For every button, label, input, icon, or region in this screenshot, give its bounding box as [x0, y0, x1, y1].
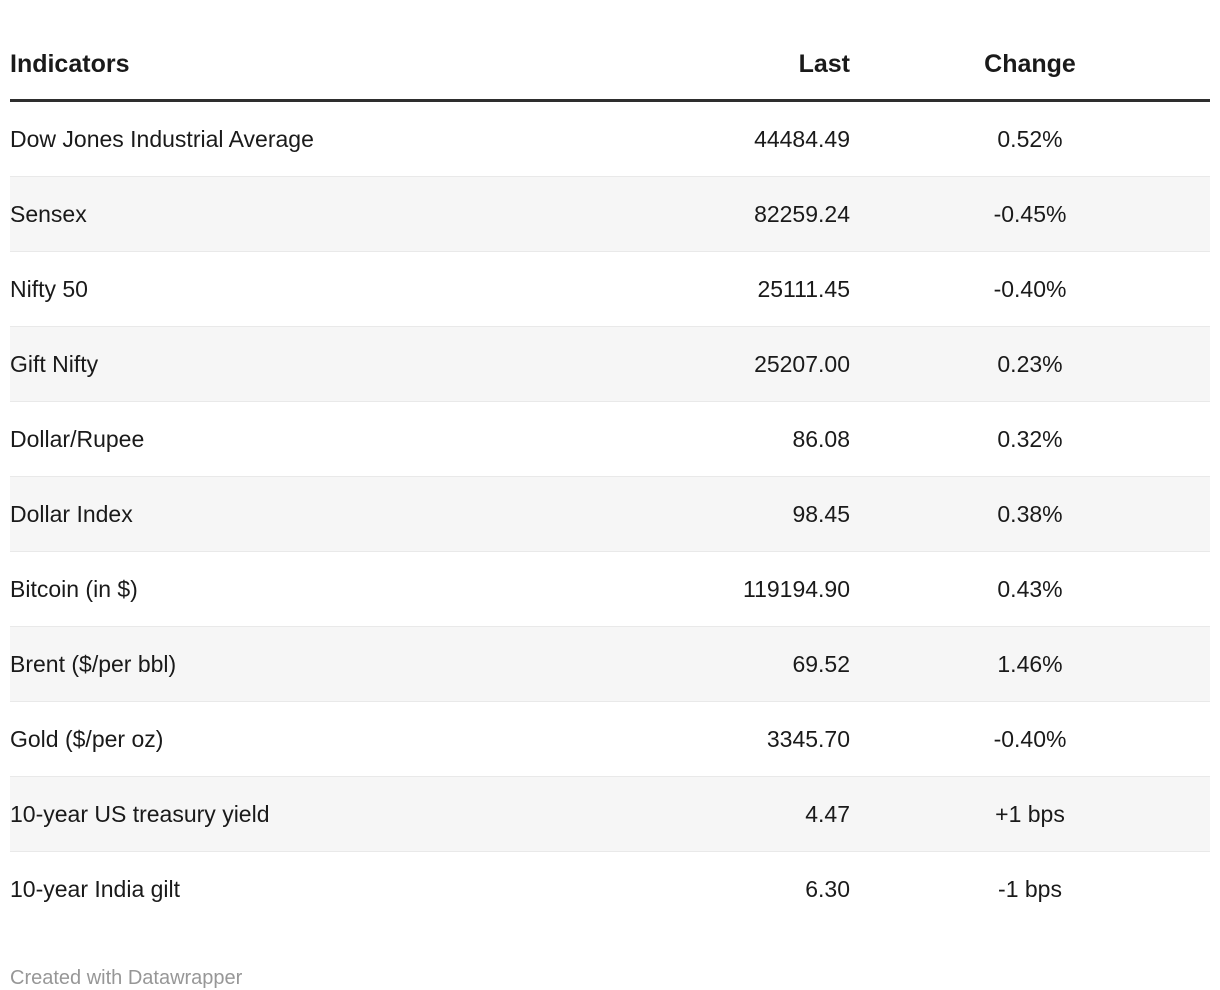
column-header-indicators: Indicators	[10, 49, 130, 78]
cell-indicator: Brent ($/per bbl)	[10, 626, 600, 702]
cell-last: 25111.45	[757, 275, 850, 302]
table-row: Dollar/Rupee 86.08 0.32%	[10, 402, 1210, 477]
cell-indicator: Sensex	[10, 176, 600, 252]
column-header-change: Change	[984, 49, 1076, 78]
cell-change: +1 bps	[850, 776, 1210, 852]
cell-last: 44484.49	[754, 125, 850, 152]
table-row: Bitcoin (in $) 119194.90 0.43%	[10, 552, 1210, 627]
cell-last: 69.52	[600, 626, 850, 702]
table-body: Dow Jones Industrial Average 44484.49 0.52…	[10, 101, 1210, 927]
table-row: Dow Jones Industrial Average 44484.49 0.52…	[10, 101, 1210, 177]
table-row: Gift Nifty 25207.00 0.23%	[10, 326, 1210, 402]
table-header: Indicators Last Change	[10, 29, 1210, 101]
cell-indicator: Nifty 50	[10, 275, 88, 302]
header-row: Indicators Last Change	[10, 29, 1210, 101]
cell-indicator: Gift Nifty	[10, 326, 600, 402]
cell-change: 0.32%	[997, 425, 1063, 452]
column-header-last: Last	[798, 49, 850, 78]
table-row: 10-year India gilt 6.30 -1 bps	[10, 852, 1210, 927]
table-row: Gold ($/per oz) 3345.70 -0.40%	[10, 702, 1210, 777]
cell-change: 0.38%	[850, 476, 1210, 552]
cell-indicator: 10-year India gilt	[10, 875, 181, 902]
cell-change: -0.40%	[993, 725, 1067, 752]
cell-change: -0.40%	[993, 275, 1067, 302]
cell-last: 119194.90	[742, 575, 850, 602]
cell-last: 4.47	[600, 776, 850, 852]
cell-change: 0.23%	[850, 326, 1210, 402]
cell-last: 25207.00	[600, 326, 850, 402]
cell-indicator: Gold ($/per oz)	[10, 725, 164, 752]
table-row: Nifty 50 25111.45 -0.40%	[10, 252, 1210, 327]
cell-last: 6.30	[805, 875, 850, 902]
cell-indicator: Bitcoin (in $)	[10, 575, 138, 602]
cell-change: 0.52%	[997, 125, 1063, 152]
cell-change: 1.46%	[850, 626, 1210, 702]
indicators-table: Indicators Last Change Dow Jones Industr…	[10, 29, 1210, 926]
table-row: Dollar Index 98.45 0.38%	[10, 476, 1210, 552]
cell-last: 86.08	[792, 425, 850, 452]
table-row: Sensex 82259.24 -0.45%	[10, 176, 1210, 252]
cell-last: 98.45	[600, 476, 850, 552]
table-row: 10-year US treasury yield 4.47 +1 bps	[10, 776, 1210, 852]
cell-indicator: Dollar/Rupee	[10, 425, 145, 452]
cell-change: -0.45%	[850, 176, 1210, 252]
cell-last: 82259.24	[600, 176, 850, 252]
cell-indicator: 10-year US treasury yield	[10, 776, 600, 852]
cell-indicator: Dollar Index	[10, 476, 600, 552]
cell-change: 0.43%	[997, 575, 1063, 602]
table-row: Brent ($/per bbl) 69.52 1.46%	[10, 626, 1210, 702]
cell-last: 3345.70	[766, 725, 850, 752]
datawrapper-credit-link[interactable]: Created with Datawrapper	[10, 967, 243, 989]
cell-indicator: Dow Jones Industrial Average	[10, 125, 314, 152]
cell-change: -1 bps	[998, 875, 1062, 902]
